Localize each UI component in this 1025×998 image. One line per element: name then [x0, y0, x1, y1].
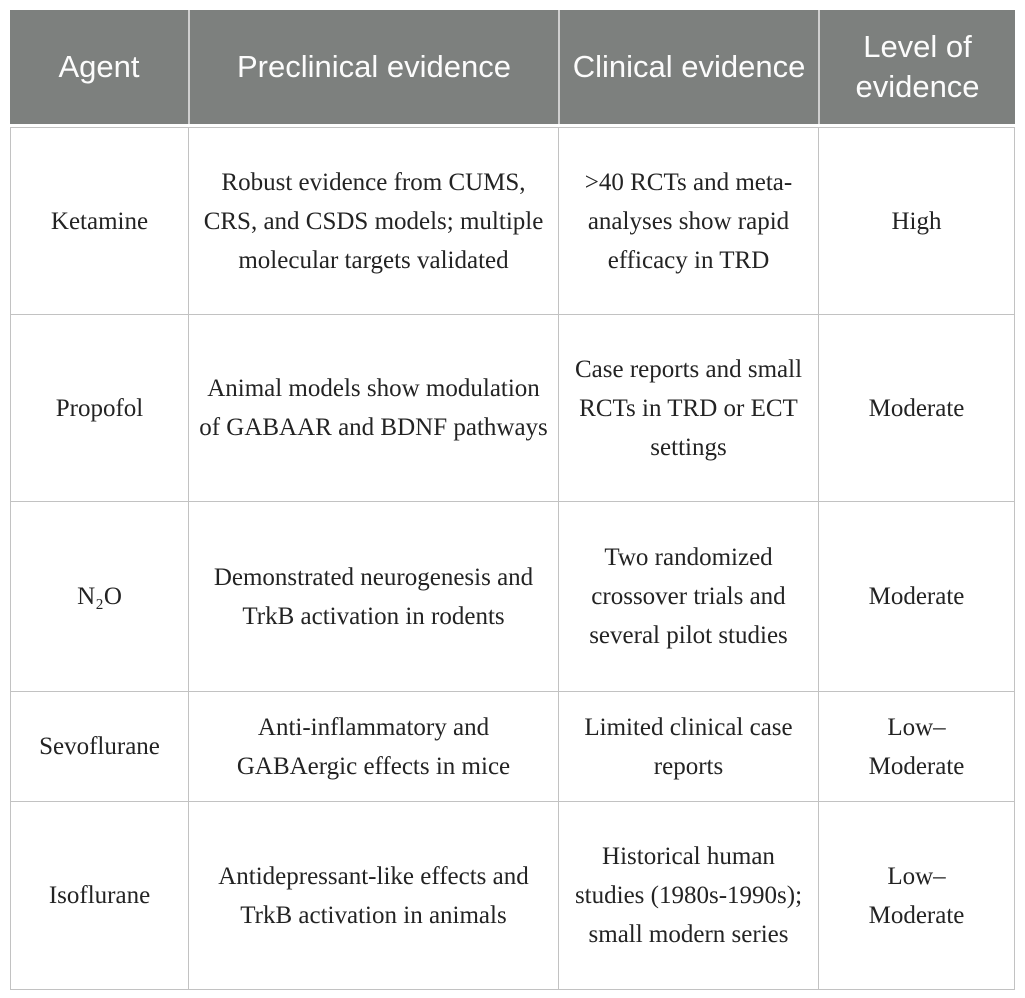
preclinical-evidence-cell: Anti-inflammatory and GABAergic effects … [188, 692, 558, 802]
agent-cell: Ketamine [10, 127, 188, 315]
clinical-evidence-cell: Historical human studies (1980s-1990s); … [558, 802, 818, 990]
column-header-preclinical-evidence: Preclinical evidence [188, 10, 558, 124]
agent-cell: Isoflurane [10, 802, 188, 990]
preclinical-evidence-cell: Robust evidence from CUMS, CRS, and CSDS… [188, 127, 558, 315]
level-of-evidence-cell: Moderate [818, 315, 1015, 502]
header-row: Agent Preclinical evidence Clinical evid… [10, 10, 1015, 124]
preclinical-evidence-cell: Antidepressant-like effects and TrkB act… [188, 802, 558, 990]
column-header-agent: Agent [10, 10, 188, 124]
column-header-level-of-evidence: Level of evidence [818, 10, 1015, 124]
table-row: Ketamine Robust evidence from CUMS, CRS,… [10, 127, 1015, 315]
level-of-evidence-cell: Low– Moderate [818, 692, 1015, 802]
clinical-evidence-cell: Two randomized crossover trials and seve… [558, 502, 818, 692]
column-header-clinical-evidence: Clinical evidence [558, 10, 818, 124]
table-row: Propofol Animal models show modulation o… [10, 315, 1015, 502]
agent-cell: N₂O [10, 502, 188, 692]
agent-cell: Propofol [10, 315, 188, 502]
evidence-table-figure: Agent Preclinical evidence Clinical evid… [10, 10, 1015, 990]
anesthetic-agents-evidence-table: Agent Preclinical evidence Clinical evid… [10, 10, 1015, 990]
level-of-evidence-cell: Low– Moderate [818, 802, 1015, 990]
clinical-evidence-cell: Limited clinical case reports [558, 692, 818, 802]
table-body: Ketamine Robust evidence from CUMS, CRS,… [10, 124, 1015, 990]
table-row: Sevoflurane Anti-inflammatory and GABAer… [10, 692, 1015, 802]
preclinical-evidence-cell: Demonstrated neurogenesis and TrkB activ… [188, 502, 558, 692]
level-of-evidence-cell: High [818, 127, 1015, 315]
table-row: N₂O Demonstrated neurogenesis and TrkB a… [10, 502, 1015, 692]
preclinical-evidence-cell: Animal models show modulation of GABAAR … [188, 315, 558, 502]
level-of-evidence-cell: Moderate [818, 502, 1015, 692]
table-header: Agent Preclinical evidence Clinical evid… [10, 10, 1015, 124]
agent-cell: Sevoflurane [10, 692, 188, 802]
table-row: Isoflurane Antidepressant-like effects a… [10, 802, 1015, 990]
clinical-evidence-cell: >40 RCTs and meta-analyses show rapid ef… [558, 127, 818, 315]
clinical-evidence-cell: Case reports and small RCTs in TRD or EC… [558, 315, 818, 502]
